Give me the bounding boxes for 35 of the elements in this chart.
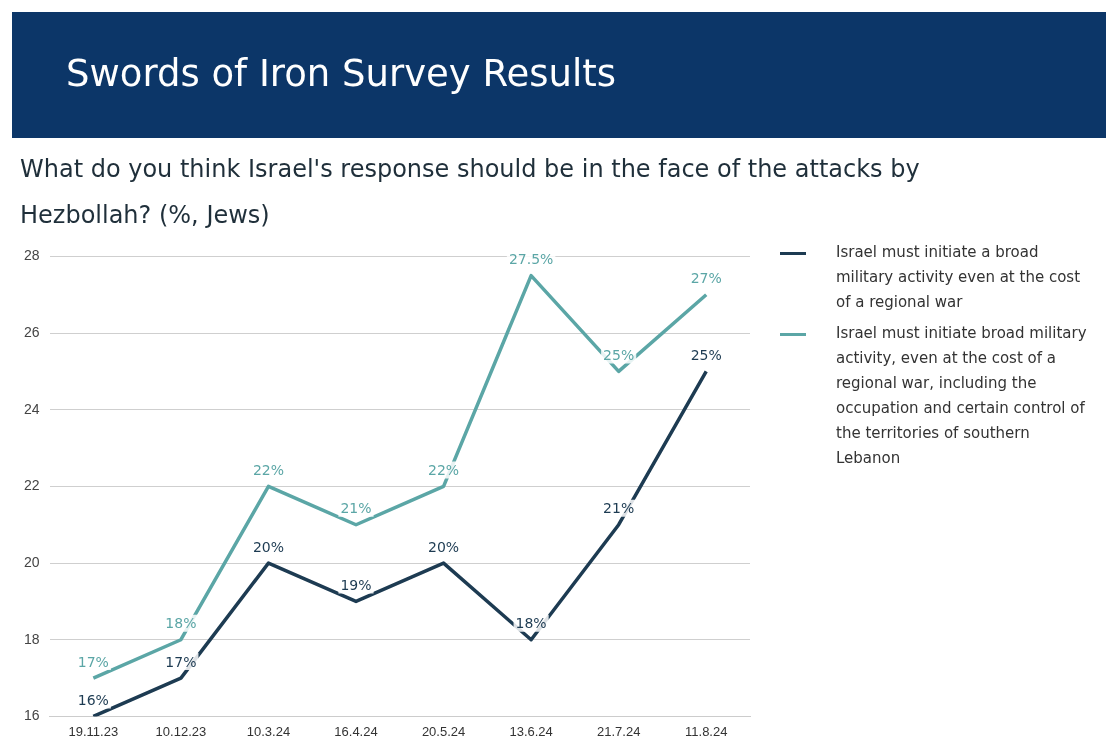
x-tick-label: 16.4.24 xyxy=(334,723,378,739)
x-tick-label: 20.5.24 xyxy=(421,723,466,739)
data-label: 16% xyxy=(77,692,109,709)
x-tick-label: 21.7.24 xyxy=(596,723,641,739)
data-label: 25% xyxy=(603,347,635,364)
data-label: 17% xyxy=(165,653,197,670)
x-tick-label: 13.6.24 xyxy=(509,723,553,739)
legend-label: Israel must initiate a broad military activity even at the cost of a regional war xyxy=(836,242,1081,313)
x-tick-label: 10.12.23 xyxy=(155,723,207,739)
data-label: 17% xyxy=(77,653,109,670)
data-label: 18% xyxy=(515,615,547,632)
legend-label: Israel must initiate broad military activity, even at the cost of a regional war, including the occupation and certain control of the territories of southern Lebanon xyxy=(836,323,1088,469)
chart-title: Swords of Iron Survey Results xyxy=(66,52,617,95)
data-label: 22% xyxy=(428,462,460,479)
data-label: 27% xyxy=(690,270,722,287)
x-tick-label: 11.8.24 xyxy=(685,723,728,739)
y-tick-label: 20 xyxy=(23,553,40,570)
data-label: 19% xyxy=(340,577,372,594)
data-label: 21% xyxy=(603,500,635,517)
data-label: 18% xyxy=(165,615,197,632)
data-label: 27.5% xyxy=(508,251,554,268)
data-label: 20% xyxy=(428,538,460,555)
y-tick-label: 16 xyxy=(23,707,40,724)
x-tick-label: 10.3.24 xyxy=(246,723,291,739)
x-tick-label: 19.11.23 xyxy=(68,723,119,739)
y-tick-label: 26 xyxy=(23,323,40,340)
y-tick-label: 18 xyxy=(23,630,40,647)
data-label: 22% xyxy=(252,462,285,479)
y-tick-label: 28 xyxy=(23,247,40,264)
data-label: 20% xyxy=(252,538,285,555)
y-tick-label: 22 xyxy=(23,477,40,494)
data-label: 25% xyxy=(690,347,722,364)
data-label: 21% xyxy=(340,500,372,517)
y-tick-label: 24 xyxy=(23,400,40,417)
chart-subtitle: What do you think Israel's response should be in the face of the attacks by Hezbollah? (%, Jews) xyxy=(20,154,921,231)
